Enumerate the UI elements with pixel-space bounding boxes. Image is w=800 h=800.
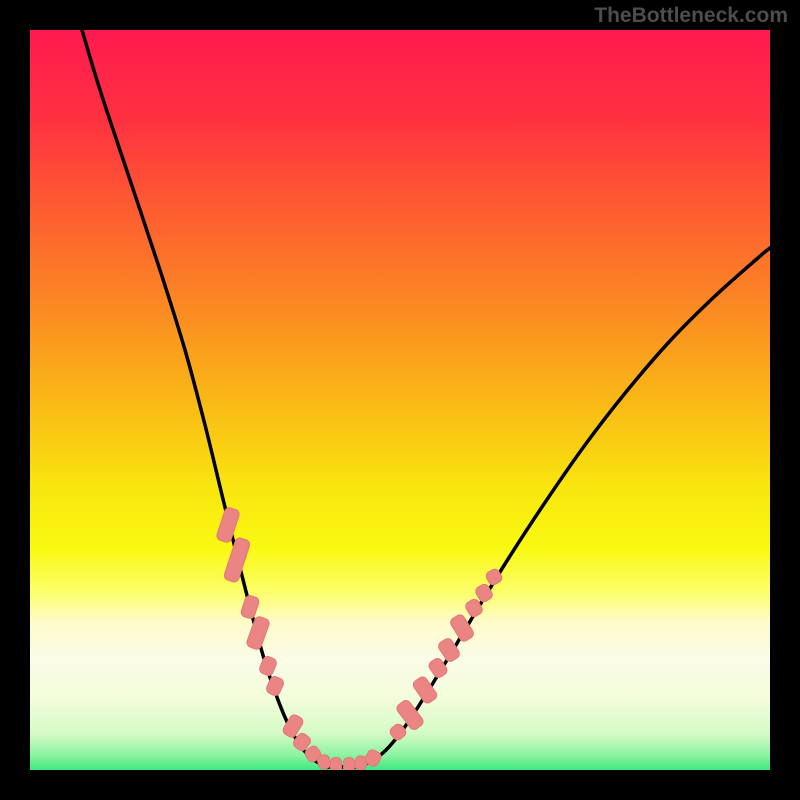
- bottleneck-chart: TheBottleneck.com: [0, 0, 800, 800]
- gradient-background: [30, 30, 770, 770]
- chart-svg: [0, 0, 800, 800]
- watermark-text: TheBottleneck.com: [594, 4, 788, 28]
